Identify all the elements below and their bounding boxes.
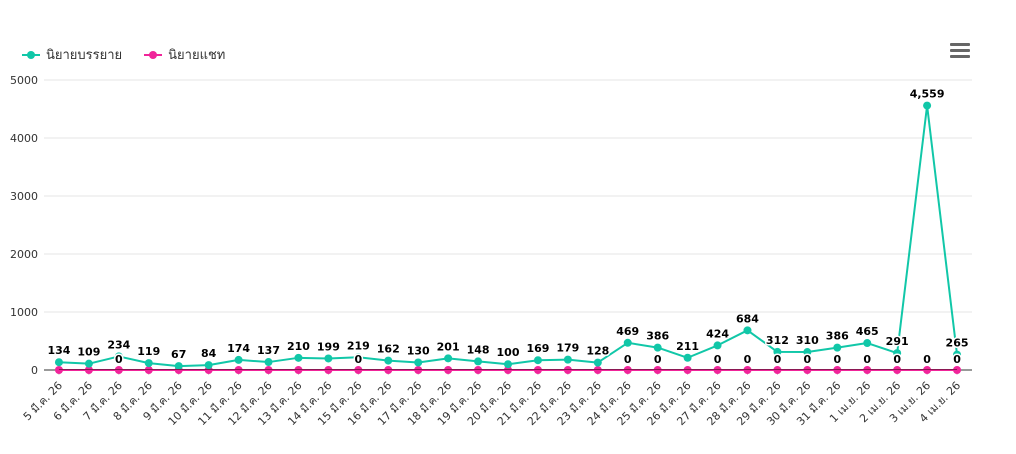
data-label-0: 84 [201, 347, 217, 360]
data-point-0 [234, 355, 243, 364]
data-label-0: 210 [287, 340, 310, 353]
data-point-0 [803, 348, 812, 357]
data-label-0: 199 [317, 340, 340, 353]
data-point-0 [114, 352, 123, 361]
data-label-0: 211 [676, 340, 699, 353]
y-tick-label: 2000 [10, 248, 38, 261]
legend-swatch-narrative [22, 50, 40, 60]
data-label-0: 100 [497, 346, 520, 359]
data-label-0: 134 [47, 344, 70, 357]
data-label-0: 684 [736, 312, 759, 325]
legend: นิยายบรรยาย นิยายแชท [22, 44, 225, 65]
legend-item-chat[interactable]: นิยายแชท [144, 44, 225, 65]
y-tick-label: 5000 [10, 74, 38, 87]
data-point-0 [144, 359, 153, 368]
data-point-0 [923, 101, 932, 110]
y-tick-label: 3000 [10, 190, 38, 203]
data-label-0: 386 [646, 330, 669, 343]
data-label-1: 0 [833, 353, 841, 366]
data-point-0 [354, 353, 363, 362]
data-label-0: 128 [586, 345, 609, 358]
hamburger-menu-icon[interactable] [950, 43, 970, 59]
data-label-1: 0 [354, 353, 362, 366]
data-label-0: 130 [407, 344, 430, 357]
data-point-0 [563, 355, 572, 364]
data-point-0 [414, 358, 423, 367]
data-label-0: 312 [766, 334, 789, 347]
data-label-0: 265 [946, 337, 969, 350]
data-label-1: 0 [115, 353, 123, 366]
data-point-0 [653, 343, 662, 352]
data-label-0: 162 [377, 343, 400, 356]
data-label-0: 137 [257, 344, 280, 357]
data-point-0 [204, 361, 213, 370]
data-label-0: 148 [467, 343, 490, 356]
data-label-1: 0 [863, 353, 871, 366]
data-label-0: 386 [826, 330, 849, 343]
data-point-0 [623, 338, 632, 347]
data-point-0 [593, 358, 602, 367]
data-label-0: 291 [886, 335, 909, 348]
data-label-1: 0 [654, 353, 662, 366]
data-label-1: 0 [923, 353, 931, 366]
data-point-0 [773, 347, 782, 356]
data-label-0: 4,559 [910, 88, 945, 101]
data-label-1: 0 [893, 353, 901, 366]
legend-label-chat: นิยายแชท [168, 48, 226, 63]
series-line-0 [58, 104, 959, 368]
data-label-1: 0 [744, 353, 752, 366]
data-label-0: 465 [856, 325, 879, 338]
data-point-0 [743, 326, 752, 335]
data-point-0 [324, 354, 333, 363]
data-point-0 [264, 358, 273, 367]
data-label-1: 0 [804, 353, 812, 366]
data-label-0: 109 [77, 346, 100, 359]
data-label-0: 67 [171, 348, 186, 361]
data-label-0: 310 [796, 334, 819, 347]
data-point-0 [953, 350, 962, 359]
data-point-0 [384, 356, 393, 365]
y-tick-label: 4000 [10, 132, 38, 145]
data-point-0 [474, 357, 483, 366]
y-tick-label: 0 [31, 364, 38, 377]
data-point-0 [504, 360, 512, 369]
y-tick-label: 1000 [10, 306, 38, 319]
legend-label-narrative: นิยายบรรยาย [46, 48, 123, 63]
data-point-0 [893, 349, 902, 358]
data-point-0 [444, 354, 453, 363]
data-label-1: 0 [953, 353, 961, 366]
data-label-0: 234 [107, 338, 130, 351]
data-point-0 [84, 359, 93, 368]
data-point-0 [174, 362, 183, 371]
data-label-0: 174 [227, 342, 250, 355]
data-label-1: 0 [774, 353, 782, 366]
data-point-0 [683, 353, 692, 362]
data-label-0: 169 [526, 342, 549, 355]
data-point-0 [713, 341, 722, 350]
data-point-0 [54, 358, 63, 367]
legend-swatch-chat [144, 50, 163, 60]
data-label-0: 469 [616, 325, 639, 338]
data-point-0 [533, 356, 542, 365]
data-label-0: 179 [556, 342, 579, 355]
data-label-0: 201 [437, 340, 460, 353]
data-label-1: 0 [714, 353, 722, 366]
data-label-0: 424 [706, 327, 729, 340]
data-label-1: 0 [624, 353, 632, 366]
data-point-0 [294, 353, 303, 362]
data-label-0: 219 [347, 339, 370, 352]
data-point-0 [833, 343, 842, 352]
data-label-0: 119 [137, 345, 160, 358]
data-point-0 [863, 339, 872, 348]
legend-item-narrative[interactable]: นิยายบรรยาย [22, 44, 122, 65]
